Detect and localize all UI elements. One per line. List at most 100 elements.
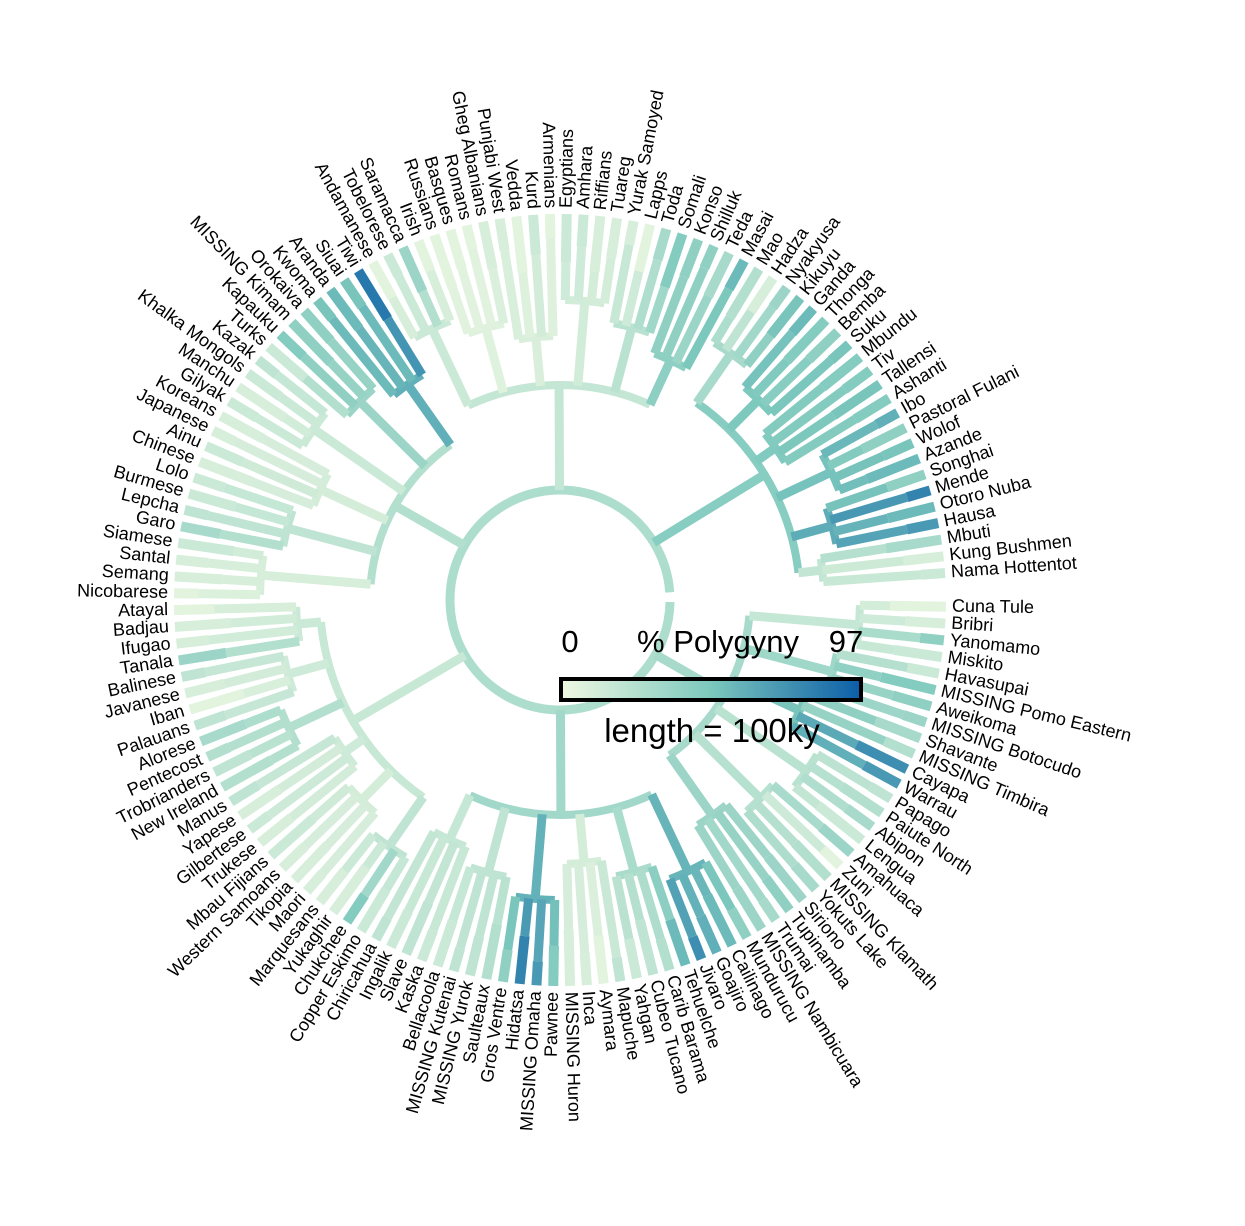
internal-branch: [567, 864, 569, 930]
terminal-branch: [536, 961, 537, 985]
terminal-branch: [693, 937, 702, 959]
terminal-branch: [762, 900, 775, 920]
terminal-branch: [894, 650, 941, 657]
internal-branch: [822, 561, 903, 570]
terminal-branch: [594, 216, 600, 272]
terminal-branch: [194, 478, 224, 488]
terminal-branch: [845, 370, 871, 389]
internal-branch: [449, 795, 470, 839]
internal-branch: [287, 528, 376, 551]
internal-branch: [565, 262, 566, 300]
terminal-branch: [907, 668, 938, 674]
internal-branch: [486, 328, 504, 393]
terminal-branch: [520, 936, 525, 984]
internal-branch: [792, 526, 833, 537]
terminal-branch: [903, 715, 926, 723]
terminal-branch: [629, 939, 637, 978]
legend: 0 % Polygyny 97 length = 100ky: [561, 624, 863, 749]
legend-max: 97: [829, 624, 863, 659]
internal-branch: [578, 301, 585, 386]
internal-branch: [615, 327, 632, 392]
internal-branch: [198, 594, 260, 595]
terminal-branch: [888, 507, 935, 519]
terminal-branch: [773, 288, 787, 307]
terminal-branch: [500, 219, 505, 251]
internal-branch: [208, 563, 262, 569]
terminal-branch: [229, 401, 256, 417]
internal-branch: [567, 861, 601, 864]
terminal-branch: [438, 921, 453, 967]
terminal-branch: [182, 672, 206, 677]
terminal-branch: [347, 895, 365, 922]
terminal-branch: [213, 431, 235, 442]
internal-branch: [694, 868, 707, 895]
internal-branch: [505, 250, 519, 339]
internal-branch: [226, 641, 299, 653]
internal-branch: [628, 874, 640, 921]
internal-branch: [604, 258, 611, 303]
internal-branch: [535, 814, 542, 899]
terminal-branch: [566, 214, 567, 262]
terminal-branch: [870, 786, 891, 798]
internal-branch: [471, 867, 507, 876]
terminal-branch: [877, 413, 898, 425]
terminal-branch: [503, 950, 508, 982]
terminal-branch: [550, 214, 551, 238]
terminal-branch: [422, 930, 433, 960]
terminal-branch: [467, 225, 473, 248]
internal-branch: [565, 300, 604, 303]
terminal-branch: [189, 494, 235, 507]
terminal-branch: [890, 606, 946, 607]
terminal-branch: [185, 684, 224, 694]
terminal-branch: [881, 677, 935, 690]
internal-branch: [288, 663, 329, 674]
internal-branch: [261, 575, 371, 584]
terminal-branch: [317, 300, 332, 319]
terminal-branch: [175, 623, 231, 627]
terminal-branch: [831, 344, 849, 360]
terminal-branch: [658, 229, 667, 260]
terminal-branch: [887, 474, 925, 487]
internal-branch: [616, 867, 652, 877]
terminal-branch: [231, 785, 258, 802]
terminal-branch: [920, 638, 944, 641]
internal-branch: [697, 354, 731, 403]
tree: Cuna TuleBribriYanomamoMiskitoHavasupaiM…: [77, 88, 1134, 1131]
internal-branch: [468, 324, 504, 334]
legend-title: % Polygyny: [637, 624, 799, 659]
internal-branch: [234, 551, 264, 555]
terminal-branch: [907, 490, 930, 497]
internal-branch: [353, 655, 465, 720]
internal-branch: [578, 247, 581, 301]
terminal-branch: [553, 946, 554, 986]
terminal-branch: [569, 930, 570, 986]
terminal-branch: [206, 446, 243, 462]
terminal-branch: [598, 936, 603, 984]
internal-branch: [777, 472, 831, 498]
terminal-branch: [174, 609, 214, 610]
internal-branch: [289, 702, 343, 728]
terminal-branch: [486, 924, 497, 979]
terminal-branch: [250, 815, 269, 829]
internal-branch: [525, 898, 529, 936]
internal-branch: [260, 556, 263, 595]
terminal-branch: [846, 808, 872, 827]
terminal-branch: [258, 360, 277, 375]
internal-branch: [860, 605, 890, 606]
terminal-branch: [185, 510, 208, 516]
terminal-branch: [483, 222, 493, 269]
terminal-branch: [582, 215, 584, 247]
terminal-branch: [729, 261, 744, 289]
terminal-branch: [419, 241, 431, 271]
internal-branch: [729, 400, 759, 430]
tip-label: MISSING Huron: [562, 992, 585, 1123]
terminal-branch: [823, 849, 840, 866]
internal-branch: [523, 272, 530, 338]
internal-branch: [536, 337, 540, 386]
terminal-branch: [176, 560, 208, 563]
terminal-branch: [885, 741, 914, 754]
terminal-branch: [893, 695, 931, 706]
internal-branch: [859, 618, 905, 621]
internal-branch: [488, 808, 505, 873]
